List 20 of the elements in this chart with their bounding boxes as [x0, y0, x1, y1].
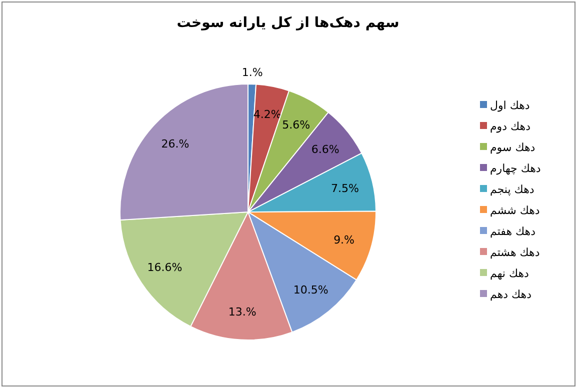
data-label: 1.% — [242, 66, 263, 80]
data-label: 7.5% — [330, 182, 359, 196]
data-label: 9.% — [334, 233, 355, 246]
data-label: 26.% — [161, 138, 190, 151]
legend-label: دهك ششم — [490, 204, 540, 217]
data-label: 5.6% — [282, 118, 310, 132]
legend-label: دهك دهم — [490, 288, 532, 301]
data-label: 13.% — [228, 306, 256, 319]
chart-title: سهم دهک‌ها از کل یارانه سوخت — [176, 15, 400, 31]
data-label: 6.6% — [311, 142, 340, 156]
legend-label: دهك هفتم — [490, 225, 536, 238]
legend-label: دهك نهم — [490, 267, 530, 280]
data-label: 10.5% — [293, 284, 328, 297]
legend-label: دهك سوم — [490, 141, 536, 154]
legend-label: دهك چهارم — [490, 162, 541, 175]
legend-label: دهك هشتم — [490, 246, 540, 259]
legend-label: دهك اول — [490, 99, 530, 112]
legend-label: دهك دوم — [490, 120, 531, 133]
data-label: 16.6% — [147, 261, 182, 274]
legend-label: دهك پنجم — [490, 183, 534, 196]
